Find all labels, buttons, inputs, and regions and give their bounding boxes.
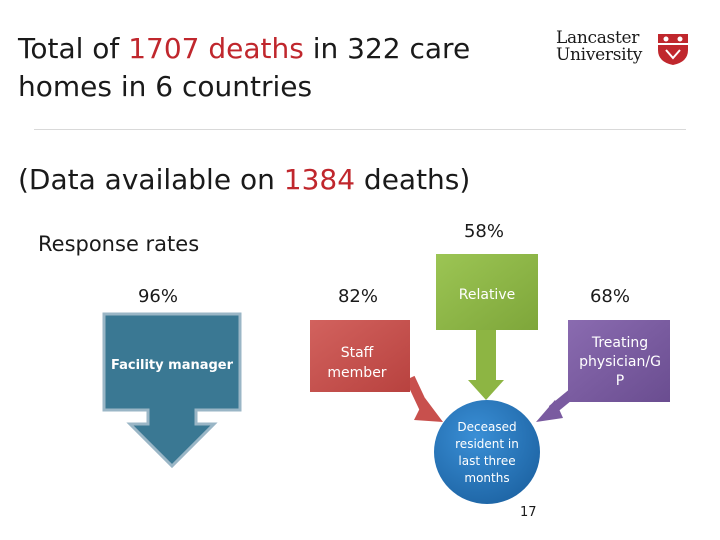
relative-node: Relative xyxy=(436,254,538,330)
crest-icon xyxy=(658,34,688,65)
staff-member-label-line1: Staff xyxy=(341,345,374,361)
deceased-resident-line4: months xyxy=(464,471,509,485)
logo-line1: Lancaster xyxy=(556,28,640,48)
staff-member-rate: 82% xyxy=(338,286,378,307)
lancaster-university-logo: Lancaster University xyxy=(556,30,690,70)
relative-arrowhead xyxy=(468,380,504,400)
staff-member-shape xyxy=(310,320,410,392)
subtitle-count: 1384 xyxy=(283,163,356,196)
facility-manager-rate: 96% xyxy=(138,286,178,307)
facility-manager-arrow: Facility manager xyxy=(102,312,242,469)
facility-manager-label: Facility manager xyxy=(111,358,234,373)
deceased-resident-line3: last three xyxy=(458,454,515,468)
staff-arrowhead xyxy=(414,398,443,422)
staff-member-node: Staff member xyxy=(310,320,410,392)
relative-shape xyxy=(436,254,538,330)
deceased-resident-line1: Deceased xyxy=(457,420,516,434)
physician-arrowhead xyxy=(536,400,563,422)
subtitle: (Data available on 1384 deaths) xyxy=(18,160,470,200)
treating-physician-shape xyxy=(568,320,670,402)
treating-physician-label-line3: P xyxy=(616,373,624,389)
page-number: 17 xyxy=(520,505,537,520)
facility-manager-shape xyxy=(102,312,242,469)
deceased-resident-node: Deceased resident in last three months xyxy=(434,400,540,504)
treating-physician-label-line1: Treating xyxy=(591,335,648,351)
treating-physician-node: Treating physician/G P xyxy=(568,320,670,402)
title-part1: Total of xyxy=(18,32,129,65)
staff-member-label-line2: member xyxy=(327,365,386,381)
relative-rate: 58% xyxy=(464,221,504,242)
page-title: Total of 1707 deaths in 322 care homes i… xyxy=(18,30,538,106)
subtitle-part1: (Data available on xyxy=(18,163,284,196)
deceased-resident-shape xyxy=(434,400,540,504)
subtitle-part2: deaths) xyxy=(355,163,471,196)
response-rates-label: Response rates xyxy=(38,232,200,256)
treating-physician-rate: 68% xyxy=(590,286,630,307)
logo-line2: University xyxy=(556,45,643,65)
title-part2: in 322 care homes in 6 countries xyxy=(18,32,471,103)
title-divider xyxy=(34,129,686,130)
deceased-resident-line2: resident in xyxy=(455,437,519,451)
treating-physician-label-line2: physician/G xyxy=(579,354,661,370)
relative-connector xyxy=(476,330,496,382)
title-deaths-count: 1707 deaths xyxy=(128,32,304,65)
relative-label: Relative xyxy=(459,287,515,303)
